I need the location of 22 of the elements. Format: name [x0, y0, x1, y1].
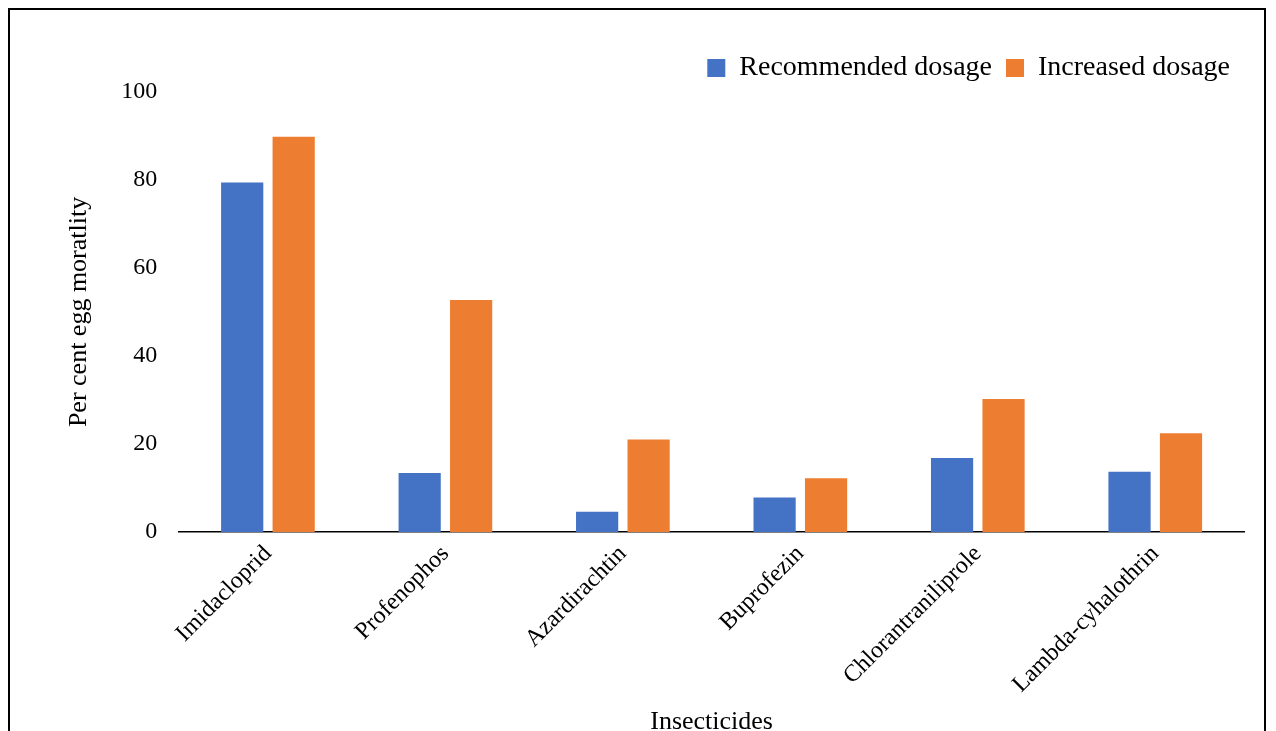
y-tick-label: 0 [145, 517, 158, 544]
bar [1108, 471, 1151, 532]
bar [982, 399, 1025, 532]
bar [398, 472, 441, 532]
y-tick-label: 40 [133, 341, 158, 368]
bar [627, 439, 670, 532]
bar [272, 136, 315, 532]
y-tick-label: 20 [133, 429, 158, 456]
legend-label: Recommended dosage [739, 50, 992, 82]
y-axis-title: Per cent egg moratlity [63, 196, 93, 428]
y-tick-label: 80 [133, 165, 158, 192]
legend-label: Increased dosage [1037, 50, 1231, 82]
bar [221, 182, 264, 532]
bar [450, 300, 493, 532]
bar [1159, 433, 1203, 532]
bar [804, 478, 848, 532]
bar [753, 497, 796, 532]
y-tick-label: 100 [121, 77, 158, 104]
bar [576, 511, 619, 532]
y-tick-label: 60 [133, 253, 158, 280]
bar [930, 457, 974, 532]
x-axis-title: Insecticides [650, 706, 773, 731]
